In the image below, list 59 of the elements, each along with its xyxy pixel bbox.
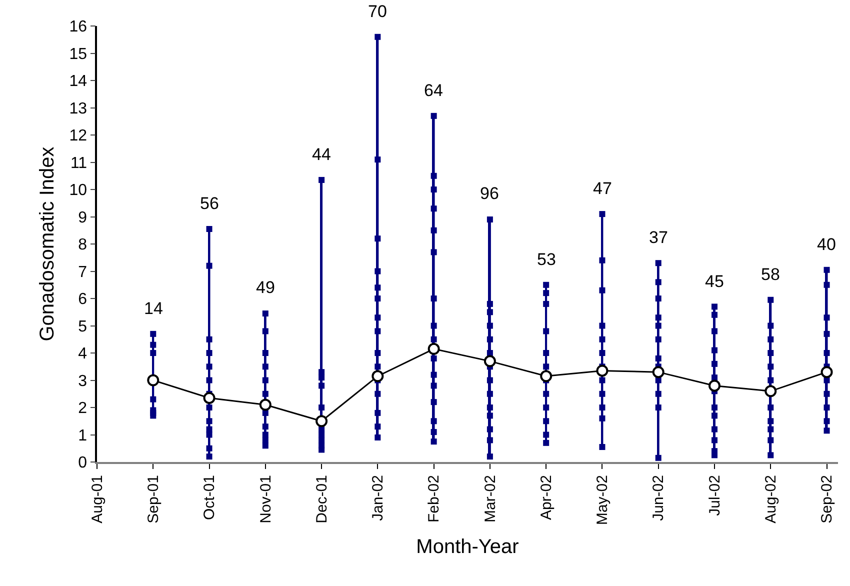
x-axis-title: Month-Year xyxy=(416,536,520,558)
y-tick-label: 0 xyxy=(78,454,88,472)
y-tick-label: 2 xyxy=(78,400,88,418)
point xyxy=(596,364,608,377)
point xyxy=(428,342,440,355)
y-tick-label: 6 xyxy=(78,291,88,308)
y-tick-label: 12 xyxy=(69,128,88,145)
point xyxy=(203,392,216,404)
point xyxy=(540,370,552,382)
annotation: 37 xyxy=(649,228,668,247)
y-tick-label: 3 xyxy=(78,372,88,390)
x-tick-label: Jul-02 xyxy=(706,475,724,516)
annotation: 56 xyxy=(200,194,219,213)
x-tick-label: Sep-02 xyxy=(818,475,836,524)
point xyxy=(259,398,272,411)
annotation: 70 xyxy=(368,2,387,21)
point xyxy=(652,366,664,378)
x-tick-label: Mar-02 xyxy=(482,475,499,523)
x-tick-label: Jan-02 xyxy=(370,475,387,521)
x-tick-label: Oct-01 xyxy=(201,475,218,520)
x-tick-label: May-02 xyxy=(594,475,612,526)
y-tick-label: 9 xyxy=(78,209,88,226)
x-tick-label: Apr-02 xyxy=(538,475,555,520)
x-tick-label: Feb-02 xyxy=(426,475,443,523)
y-tick-label: 13 xyxy=(69,100,88,118)
annotation: 14 xyxy=(144,299,163,318)
x-tick-label: Sep-01 xyxy=(145,475,162,524)
annotation: 40 xyxy=(817,235,836,254)
annotation: 58 xyxy=(761,265,780,284)
y-tick-label: 14 xyxy=(69,73,88,90)
y-tick-label: 5 xyxy=(78,318,88,336)
y-tick-label: 11 xyxy=(70,154,88,172)
y-axis-title: Gonadosomatic Index xyxy=(36,146,58,342)
annotation: 47 xyxy=(593,179,612,198)
x-tick-label: Aug-01 xyxy=(88,475,106,524)
annotation: 44 xyxy=(312,145,331,164)
y-tick-label: 15 xyxy=(69,46,88,63)
point xyxy=(147,374,160,386)
annotation: 96 xyxy=(480,184,499,203)
annotation: 49 xyxy=(256,278,275,297)
x-tick-label: Jun-02 xyxy=(650,475,668,521)
y-tick-label: 1 xyxy=(78,427,88,444)
point xyxy=(820,366,833,378)
x-tick-label: Aug-02 xyxy=(762,475,780,524)
y-tick-label: 4 xyxy=(78,346,88,363)
point xyxy=(708,380,720,392)
annotation: 45 xyxy=(705,272,724,291)
annotation: 53 xyxy=(537,250,556,269)
point xyxy=(372,370,384,382)
point xyxy=(764,385,777,398)
point xyxy=(484,355,496,368)
y-tick-label: 7 xyxy=(78,264,88,281)
y-tick-label: 8 xyxy=(78,236,88,254)
y-tick-label: 10 xyxy=(69,182,88,200)
x-tick-label: Nov-01 xyxy=(257,475,274,524)
y-tick-label: 16 xyxy=(69,18,88,36)
x-tick-label: Dec-01 xyxy=(313,475,330,524)
point xyxy=(316,415,328,428)
annotation: 64 xyxy=(424,81,443,100)
